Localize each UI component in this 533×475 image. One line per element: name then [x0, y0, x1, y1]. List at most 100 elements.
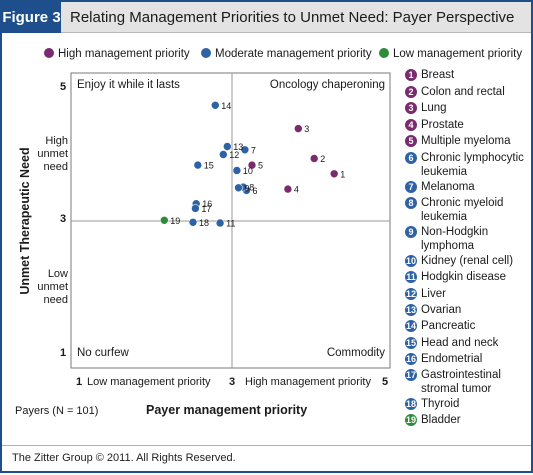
- category-name: Thyroid: [421, 398, 460, 410]
- data-point-label: 19: [170, 216, 180, 226]
- data-point: [191, 204, 200, 213]
- category-number-badge: 9: [405, 226, 417, 238]
- legend-low-label: Low management priority: [393, 48, 523, 60]
- payers-note: Payers (N = 101): [15, 405, 99, 417]
- category-number-badge: 4: [405, 119, 417, 131]
- data-point-label: 5: [258, 161, 263, 171]
- x-tick-1: 1: [76, 376, 83, 388]
- y-tick-1: 1: [60, 347, 67, 359]
- category-name: Colon and rectal: [421, 86, 505, 98]
- figure-header: Figure 3 Relating Management Priorities …: [2, 2, 531, 33]
- category-name: Gastrointestinal stromal tumor: [421, 369, 501, 395]
- data-point-label: 11: [226, 219, 235, 229]
- x-high-label: High management priority: [245, 376, 371, 388]
- figure-badge: Figure 3: [2, 2, 61, 33]
- data-point: [188, 218, 198, 227]
- category-number-badge: 14: [405, 320, 417, 332]
- quadrant-bottom-right: Commodity: [326, 347, 385, 359]
- data-point: [234, 183, 243, 193]
- category-number-badge: 10: [405, 255, 417, 267]
- category-name: Prostate: [421, 119, 464, 131]
- data-point: [215, 218, 225, 228]
- data-point-label: 8: [249, 183, 254, 193]
- data-point-label: 3: [304, 124, 309, 134]
- category-number-badge: 13: [405, 304, 417, 316]
- category-name: Melanoma: [421, 181, 475, 193]
- data-point-label: 18: [199, 218, 209, 228]
- legend-high-dot: [44, 48, 54, 58]
- category-number-badge: 2: [405, 86, 417, 98]
- category-number-badge: 16: [405, 353, 417, 365]
- x-axis-title: Payer management priority: [146, 403, 308, 417]
- data-point: [283, 184, 293, 194]
- category-name: Ovarian: [421, 304, 462, 316]
- quadrant-top-right: Oncology chaperoning: [269, 79, 385, 91]
- category-number-badge: 1: [405, 69, 417, 81]
- category-number-badge: 3: [405, 102, 417, 114]
- category-number-badge: 5: [405, 135, 417, 147]
- y-high-label: High unmet need: [37, 135, 68, 173]
- data-point: [247, 160, 257, 170]
- category-number-badge: 7: [405, 181, 417, 193]
- data-point: [160, 216, 169, 225]
- category-number-badge: 11: [405, 271, 417, 283]
- figure-title: Relating Management Priorities to Unmet …: [70, 9, 515, 26]
- footer-divider: [2, 445, 531, 446]
- category-number-badge: 19: [405, 414, 417, 426]
- legend-moderate-label: Moderate management priority: [215, 48, 372, 60]
- legend-high-label: High management priority: [58, 48, 190, 60]
- data-point: [293, 124, 303, 133]
- data-point-label: 12: [229, 150, 239, 160]
- data-point-label: 1: [340, 169, 345, 179]
- data-point-label: 2: [320, 154, 325, 164]
- category-name: Multiple myeloma: [421, 135, 511, 147]
- y-tick-5: 5: [60, 81, 67, 93]
- category-name: Chronic myeloid leukemia: [421, 197, 504, 223]
- data-point-label: 16: [202, 199, 212, 209]
- x-low-label: Low management priority: [87, 376, 211, 388]
- category-number-badge: 15: [405, 337, 417, 349]
- category-number-badge: 6: [405, 152, 417, 164]
- data-point-label: 13: [233, 142, 243, 152]
- data-point: [240, 145, 250, 155]
- legend-high: High management priority: [44, 48, 190, 60]
- data-point-label: 10: [243, 166, 253, 176]
- category-number-badge: 17: [405, 369, 417, 381]
- category-name: Head and neck: [421, 337, 499, 349]
- data-point: [232, 166, 242, 175]
- category-number-badge: 12: [405, 288, 417, 300]
- data-point-label: 4: [294, 185, 299, 195]
- legend-moderate-dot: [201, 48, 211, 58]
- data-point: [211, 101, 220, 110]
- data-point-label: 14: [221, 101, 231, 111]
- data-point-label: 17: [201, 204, 211, 214]
- legend-low-dot: [379, 48, 389, 58]
- data-point: [329, 169, 339, 179]
- legend-low: Low management priority: [379, 48, 522, 60]
- y-low-label: Low unmet need: [37, 268, 68, 306]
- category-number-badge: 18: [405, 398, 417, 410]
- x-tick-5: 5: [382, 376, 389, 388]
- x-tick-3: 3: [229, 376, 236, 388]
- quadrant-bottom-left: No curfew: [77, 347, 129, 359]
- data-point-label: 6: [253, 186, 258, 196]
- category-name: Hodgkin disease: [421, 271, 507, 283]
- y-tick-3: 3: [60, 213, 67, 225]
- copyright-footer: The Zitter Group © 2011. All Rights Rese…: [12, 452, 236, 464]
- category-name: Kidney (renal cell): [421, 255, 514, 267]
- category-number-badge: 8: [405, 197, 417, 209]
- data-point: [193, 160, 203, 170]
- category-name: Breast: [421, 69, 455, 81]
- data-point: [309, 154, 319, 163]
- legend-moderate: Moderate management priority: [201, 48, 372, 60]
- category-name: Chronic lymphocytic leukemia: [421, 152, 524, 178]
- category-name: Pancreatic: [421, 320, 476, 332]
- data-point: [219, 150, 228, 159]
- category-name: Liver: [421, 288, 446, 300]
- data-point-label: 9: [245, 183, 250, 193]
- data-point-label: 7: [251, 145, 256, 155]
- category-name: Bladder: [421, 414, 461, 426]
